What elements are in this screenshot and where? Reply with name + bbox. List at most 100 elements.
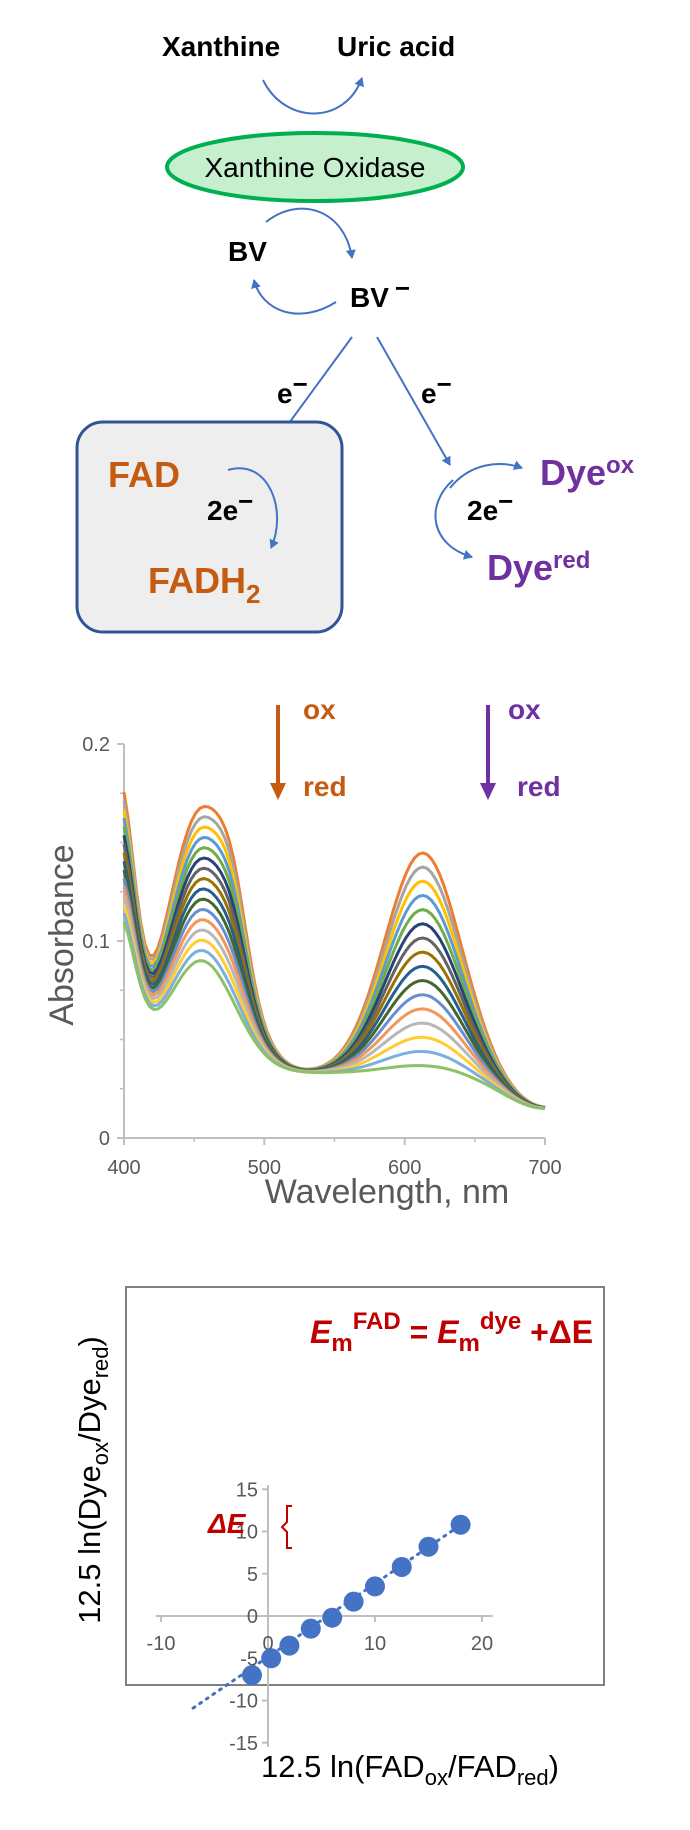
nernst-plot-frame xyxy=(125,1286,605,1686)
spectra-y-tick-label: 0.1 xyxy=(82,931,110,953)
bv-reduced-label: BV − xyxy=(350,273,410,313)
fad-decrease-arrowhead xyxy=(270,783,286,800)
electron-left-label: e− xyxy=(277,369,308,409)
spectra-y-tick-label: 0 xyxy=(99,1128,110,1150)
nernst-x-tick-label: 20 xyxy=(471,1633,493,1655)
electron-right-label: e− xyxy=(421,369,452,409)
bvminus-to-bv-arrow xyxy=(251,279,337,315)
nernst-y-tick-label: 10 xyxy=(236,1522,258,1544)
fadh2-text: FADH xyxy=(148,560,246,601)
spectra-chart: Absorbance Wavelength, nm 400 500 600 700 0 0… xyxy=(43,694,562,1211)
x-label-sub-red: red xyxy=(517,1765,549,1790)
delta-e-label: ΔE xyxy=(207,1508,247,1539)
bvminus-to-dye-arrow xyxy=(376,336,451,466)
electron-left-charge: − xyxy=(293,369,308,399)
nernst-data-point xyxy=(418,1536,439,1557)
nernst-points xyxy=(241,1514,471,1686)
two-e-right-text: 2e xyxy=(467,495,498,526)
dye-decrease-arrowhead xyxy=(480,783,496,800)
dye-red-label: Dyered xyxy=(487,547,590,588)
nernst-fit-line-path xyxy=(191,1519,468,1710)
dye-annotation-ox: ox xyxy=(508,694,541,725)
y-label-sub-ox: ox xyxy=(88,1442,113,1465)
nernst-data-point xyxy=(300,1618,321,1639)
xanthine-oxidase-label: Xanthine Oxidase xyxy=(204,152,425,183)
nernst-y-axis-label: 12.5 ln(Dyeox/Dyered) xyxy=(72,1336,113,1624)
dye-ox-superscript: ox xyxy=(606,452,635,479)
x-label-sub-ox: ox xyxy=(425,1765,448,1790)
bv-reduced-charge: − xyxy=(395,273,410,303)
spectra-x-tick-label: 600 xyxy=(388,1157,421,1179)
x-label-mid: /FAD xyxy=(448,1749,517,1784)
x-label-post: ) xyxy=(549,1749,559,1784)
delta-e-bracket xyxy=(280,1505,292,1549)
title-plus-delta: +ΔE xyxy=(521,1314,593,1350)
two-e-left-charge: − xyxy=(238,486,253,516)
x-label-pre: 12.5 ln(FAD xyxy=(261,1749,425,1784)
nernst-data-point xyxy=(343,1591,364,1612)
title-m-sub-1: m xyxy=(331,1330,352,1357)
nernst-data-point xyxy=(322,1607,343,1628)
dye-ox-label: Dyeox xyxy=(540,452,635,493)
xanthine-label: Xanthine xyxy=(162,31,280,62)
nernst-data-point xyxy=(279,1635,300,1656)
title-em-dye: E xyxy=(437,1314,460,1350)
nernst-data-point xyxy=(365,1576,385,1597)
fadh2-label: FADH2 xyxy=(148,560,260,609)
title-em-fad: E xyxy=(310,1314,333,1350)
nernst-x-tick-label: -10 xyxy=(147,1633,176,1655)
spectra-x-tick-label: 500 xyxy=(248,1157,281,1179)
title-m-sub-2: m xyxy=(459,1330,480,1357)
spectrum-series-line xyxy=(122,921,546,1110)
electron-right-text: e xyxy=(421,378,437,409)
y-label-pre: 12.5 ln(Dye xyxy=(72,1465,107,1624)
nernst-data-point xyxy=(261,1648,282,1669)
fad-label: FAD xyxy=(108,454,180,495)
nernst-plot: EmFAD = Emdye +ΔE -10 0 10 20151050-5-10-15… xyxy=(72,1286,605,1790)
y-label-sub-red: red xyxy=(88,1347,113,1379)
two-e-right-label: 2e− xyxy=(467,486,513,526)
nernst-y-tick-label: -5 xyxy=(240,1648,258,1670)
title-equals: = xyxy=(401,1314,437,1350)
dye-red-superscript: red xyxy=(553,547,590,574)
nernst-x-tick-label: 0 xyxy=(262,1633,273,1655)
bv-reduced-text: BV xyxy=(350,282,389,313)
two-e-left-text: 2e xyxy=(207,495,238,526)
nernst-y-tick-label: 15 xyxy=(236,1479,258,1501)
dye-red-arrow xyxy=(434,479,473,560)
two-e-left-label: 2e− xyxy=(207,486,253,526)
nernst-y-tick-label: -10 xyxy=(229,1691,258,1713)
two-e-right-charge: − xyxy=(498,486,513,516)
nernst-x-tick-label: 10 xyxy=(364,1633,386,1655)
spectra-x-axis-label: Wavelength, nm xyxy=(265,1173,509,1211)
fad-reduction-arrow xyxy=(227,467,279,549)
xanthine-oxidase-ellipse xyxy=(165,131,465,203)
nernst-data-point xyxy=(241,1665,262,1686)
dye-ox-arrow xyxy=(449,460,523,489)
electron-right-charge: − xyxy=(437,369,452,399)
nernst-fit-line xyxy=(191,1519,468,1710)
nernst-title-equation: EmFAD = Emdye +ΔE xyxy=(310,1308,593,1357)
nernst-data-point xyxy=(391,1556,412,1577)
fad-annotation-ox: ox xyxy=(303,694,336,725)
nernst-y-tick-label: 0 xyxy=(247,1606,258,1628)
uric-acid-label: Uric acid xyxy=(337,31,455,62)
bv-label: BV xyxy=(228,236,267,267)
bv-to-bvminus-arrow xyxy=(265,207,356,259)
title-fad-sup: FAD xyxy=(353,1308,401,1335)
nernst-x-axis-label: 12.5 ln(FADox/FADred) xyxy=(261,1749,559,1790)
nernst-y-tick-label: -15 xyxy=(229,1733,258,1755)
spectra-x-tick-label: 700 xyxy=(528,1157,561,1179)
spectra-series xyxy=(122,791,546,1110)
spectra-x-tick-label: 400 xyxy=(107,1157,140,1179)
nernst-y-tick-label: 5 xyxy=(247,1564,258,1586)
flavoprotein-box xyxy=(75,420,344,634)
spectra-y-tick-label: 0.2 xyxy=(82,734,110,756)
y-label-mid: /Dye xyxy=(72,1378,107,1442)
dye-red-text: Dye xyxy=(487,547,553,588)
nernst-data-point xyxy=(450,1514,471,1535)
fadh2-subscript: 2 xyxy=(246,579,260,609)
spectra-y-axis-label: Absorbance xyxy=(43,844,81,1025)
